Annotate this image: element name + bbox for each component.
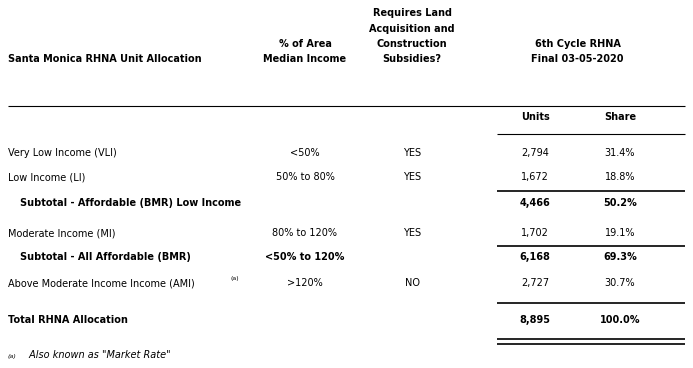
Text: 4,466: 4,466 <box>520 198 550 208</box>
Text: Requires Land: Requires Land <box>373 8 452 18</box>
Text: 6th Cycle RHNA: 6th Cycle RHNA <box>534 39 620 49</box>
Text: YES: YES <box>403 172 421 182</box>
Text: Total RHNA Allocation: Total RHNA Allocation <box>8 315 128 325</box>
Text: NO: NO <box>405 278 419 288</box>
Text: Moderate Income (MI): Moderate Income (MI) <box>8 228 116 238</box>
Text: 1,672: 1,672 <box>521 172 549 182</box>
Text: 31.4%: 31.4% <box>605 148 635 158</box>
Text: Construction: Construction <box>377 39 447 49</box>
Text: 100.0%: 100.0% <box>599 315 640 325</box>
Text: 50% to 80%: 50% to 80% <box>276 172 335 182</box>
Text: 50.2%: 50.2% <box>603 198 637 208</box>
Text: Subsidies?: Subsidies? <box>383 54 441 64</box>
Text: (a): (a) <box>8 354 17 359</box>
Text: Acquisition and: Acquisition and <box>369 24 455 33</box>
Text: <50%: <50% <box>290 148 319 158</box>
Text: 18.8%: 18.8% <box>605 172 635 182</box>
Text: (a): (a) <box>230 276 238 281</box>
Text: Share: Share <box>604 112 636 122</box>
Text: Also known as "Market Rate": Also known as "Market Rate" <box>26 350 170 360</box>
Text: 2,794: 2,794 <box>521 148 549 158</box>
Text: % of Area: % of Area <box>279 39 331 49</box>
Text: Subtotal - All Affordable (BMR): Subtotal - All Affordable (BMR) <box>20 252 191 262</box>
Text: Units: Units <box>520 112 550 122</box>
Text: Very Low Income (VLI): Very Low Income (VLI) <box>8 148 116 158</box>
Text: Above Moderate Income Income (AMI): Above Moderate Income Income (AMI) <box>8 278 195 288</box>
Text: YES: YES <box>403 148 421 158</box>
Text: Median Income: Median Income <box>263 54 346 64</box>
Text: 2,727: 2,727 <box>521 278 549 288</box>
Text: 19.1%: 19.1% <box>605 228 635 238</box>
Text: 1,702: 1,702 <box>521 228 549 238</box>
Text: Final 03-05-2020: Final 03-05-2020 <box>532 54 624 64</box>
Text: 6,168: 6,168 <box>520 252 550 262</box>
Text: 8,895: 8,895 <box>520 315 550 325</box>
Text: >120%: >120% <box>287 278 323 288</box>
Text: Low Income (LI): Low Income (LI) <box>8 172 85 182</box>
Text: Santa Monica RHNA Unit Allocation: Santa Monica RHNA Unit Allocation <box>8 54 202 64</box>
Text: 80% to 120%: 80% to 120% <box>272 228 337 238</box>
Text: 30.7%: 30.7% <box>605 278 635 288</box>
Text: 69.3%: 69.3% <box>603 252 637 262</box>
Text: Subtotal - Affordable (BMR) Low Income: Subtotal - Affordable (BMR) Low Income <box>20 198 241 208</box>
Text: <50% to 120%: <50% to 120% <box>265 252 344 262</box>
Text: YES: YES <box>403 228 421 238</box>
